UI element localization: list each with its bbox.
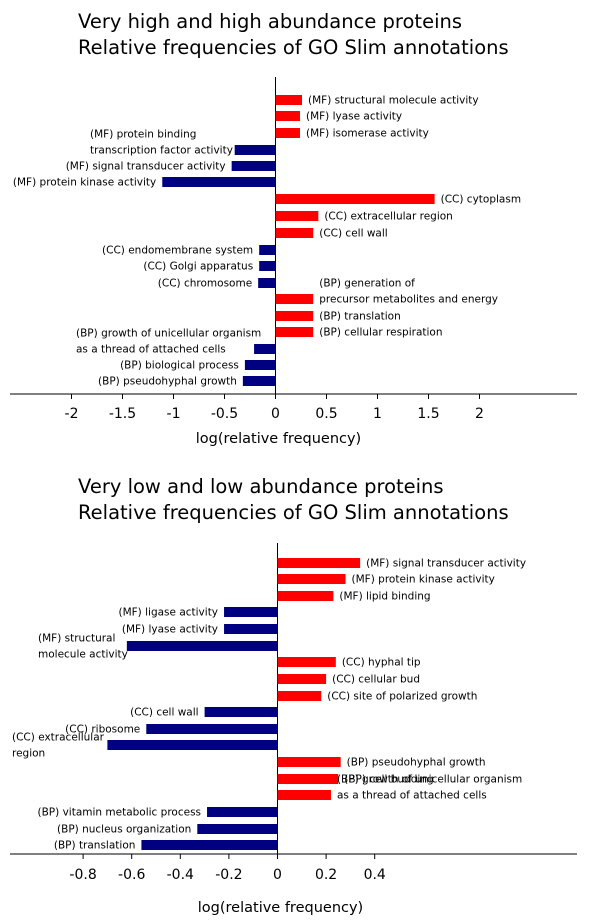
chart1-bar bbox=[254, 344, 276, 354]
chart2-bar bbox=[141, 840, 278, 850]
chart1-bar bbox=[244, 360, 276, 370]
chart2-bar bbox=[197, 824, 278, 834]
chart2-bar-label: (BP) growth of unicellular organism as a … bbox=[337, 774, 522, 802]
chart2-x-tick-label: -0.4 bbox=[167, 867, 194, 883]
chart1-bar bbox=[259, 245, 276, 255]
chart2-x-axis-label: log(relative frequency) bbox=[198, 900, 363, 916]
chart2-bar-label: (MF) lipid binding bbox=[339, 591, 430, 603]
chart1-x-tick-label: -1 bbox=[167, 406, 181, 422]
chart2-bar-label: (MF) signal transducer activity bbox=[366, 558, 526, 570]
chart2-bar-label: (BP) nucleus organization bbox=[57, 824, 191, 836]
chart1-bar-label: (CC) endomembrane system bbox=[102, 245, 253, 257]
chart2-bar-label: (MF) structural molecule activity bbox=[38, 633, 128, 661]
chart1-plot: -2 -1.5 -1 -0.5 0 0.5 1 1.5 2 log(relative freque… bbox=[10, 77, 577, 447]
chart2-bar-label: (CC) site of polarized growth bbox=[327, 691, 477, 703]
chart1-bar-label: (BP) cellular respiration bbox=[319, 327, 442, 339]
chart1-bar-label: (BP) growth of unicellular organism as a … bbox=[76, 328, 261, 356]
chart1-x-axis-label: log(relative frequency) bbox=[196, 431, 361, 447]
chart2-bar bbox=[277, 574, 346, 584]
chart1-title-line2: Relative frequencies of GO Slim annotati… bbox=[78, 36, 509, 59]
chart2-bar-label: (BP) vitamin metabolic process bbox=[38, 807, 202, 819]
chart1-bar-label: (MF) lyase activity bbox=[306, 111, 402, 123]
chart2-bar-label: (CC) hyphal tip bbox=[342, 657, 421, 669]
chart2-bar bbox=[204, 707, 278, 717]
chart1-bar bbox=[275, 228, 314, 238]
chart2-bar-label: (BP) pseudohyphal growth bbox=[347, 757, 486, 769]
chart2-bar-label: (BP) translation bbox=[54, 840, 136, 852]
chart1-x-tick-label: 1.5 bbox=[417, 406, 439, 422]
chart1-bar bbox=[275, 95, 303, 105]
chart2-x-tick-label: 0.2 bbox=[315, 867, 337, 883]
chart2-x-tick-label: 0 bbox=[273, 867, 282, 883]
chart1-x-tick-label: 0.5 bbox=[315, 406, 337, 422]
chart1-bar bbox=[275, 111, 300, 121]
chart1-bar-label: (CC) extracellular region bbox=[324, 211, 453, 223]
chart1-x-tick-label: -2 bbox=[65, 406, 79, 422]
chart1-bar bbox=[275, 128, 300, 138]
chart2-bar bbox=[277, 674, 327, 684]
chart1-x-tick-label: 0 bbox=[271, 406, 280, 422]
chart1-bar bbox=[275, 311, 314, 321]
chart1-bar-label: (BP) pseudohyphal growth bbox=[98, 376, 237, 388]
chart1-x-tick-label: 1 bbox=[373, 406, 382, 422]
chart2-bar-label: (MF) ligase activity bbox=[118, 607, 218, 619]
chart2-bar bbox=[277, 757, 341, 767]
chart1-bar bbox=[259, 261, 276, 271]
chart2-x-tick-label: -0.8 bbox=[69, 867, 96, 883]
chart1-bar-label: (CC) Golgi apparatus bbox=[143, 261, 253, 273]
chart2-plot: -0.8 -0.6 -0.4 -0.2 0 0.2 0.4 log(relative freq… bbox=[10, 543, 577, 916]
chart1-x-tick-label: 2 bbox=[475, 406, 484, 422]
chart2-bar bbox=[277, 591, 334, 601]
chart1-bar-label: (BP) biological process bbox=[120, 360, 239, 372]
chart2-bar bbox=[207, 807, 278, 817]
chart1-bar-label: (BP) translation bbox=[319, 311, 401, 323]
chart1-bar-label: (CC) chromosome bbox=[158, 278, 252, 290]
chart1-bar-label: (BP) generation of precursor metabolites … bbox=[319, 278, 498, 306]
chart2-bar bbox=[277, 774, 339, 784]
chart2-x-tick-label: -0.2 bbox=[215, 867, 242, 883]
chart1-title-line1: Very high and high abundance proteins bbox=[78, 10, 463, 33]
chart2-bar bbox=[277, 790, 331, 800]
chart1-bar-label: (CC) cytoplasm bbox=[441, 194, 521, 206]
chart1-bar bbox=[234, 145, 276, 155]
chart2-x-tick-label: -0.6 bbox=[118, 867, 145, 883]
chart2-bar bbox=[277, 558, 361, 568]
chart2-bar-label: (CC) extracellular region bbox=[12, 732, 105, 760]
chart2-title-line2: Relative frequencies of GO Slim annotati… bbox=[78, 501, 509, 524]
chart1-x-tick-label: -0.5 bbox=[211, 406, 238, 422]
chart2-bar-label: (CC) ribosome bbox=[65, 724, 140, 736]
chart1-bar bbox=[162, 177, 276, 187]
chart2-bar bbox=[126, 641, 278, 651]
chart2-bar-label: (BP) cell budding bbox=[344, 774, 433, 786]
chart1-bar bbox=[258, 278, 276, 288]
chart2-bar bbox=[277, 691, 322, 701]
chart1-bar-label: (MF) isomerase activity bbox=[306, 128, 429, 140]
chart2-bar-label: (MF) lyase activity bbox=[122, 624, 218, 636]
chart1-bar bbox=[275, 211, 319, 221]
chart2-bar bbox=[146, 724, 278, 734]
chart1-bar-label: (MF) structural molecule activity bbox=[308, 95, 479, 107]
chart1-bar bbox=[275, 294, 314, 304]
chart2-bar bbox=[107, 740, 278, 750]
chart1-bar bbox=[242, 376, 276, 386]
chart1-bar-label: (MF) protein kinase activity bbox=[13, 177, 156, 189]
chart2-bar bbox=[277, 657, 336, 667]
chart2-title-line1: Very low and low abundance proteins bbox=[78, 475, 444, 498]
chart1-bar-label: (CC) cell wall bbox=[319, 228, 387, 240]
chart1-bar-label: (MF) protein binding transcription factor… bbox=[90, 129, 233, 157]
chart1-bar bbox=[231, 161, 276, 171]
chart2-bar bbox=[224, 607, 278, 617]
chart1-x-tick-label: -1.5 bbox=[109, 406, 136, 422]
chart1-bar bbox=[275, 327, 314, 337]
chart1-bar bbox=[275, 194, 435, 204]
chart2-bar-label: (CC) cellular bud bbox=[332, 674, 420, 686]
chart2-x-tick-label: 0.4 bbox=[364, 867, 386, 883]
chart2-bar-label: (MF) protein kinase activity bbox=[352, 574, 495, 586]
chart1-bar-label: (MF) signal transducer activity bbox=[66, 161, 226, 173]
chart2-bar-label: (CC) cell wall bbox=[130, 707, 198, 719]
chart2-bar bbox=[224, 624, 278, 634]
